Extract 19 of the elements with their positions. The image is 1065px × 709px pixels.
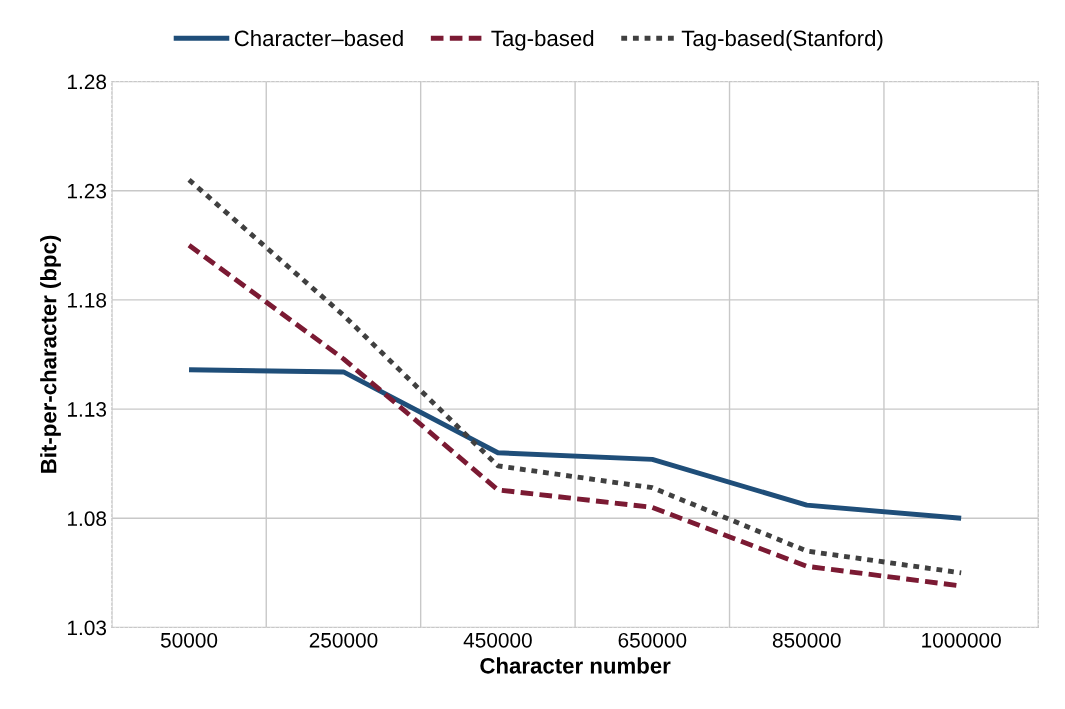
line-series	[186, 367, 964, 521]
legend-label: Tag-based(Stanford)	[681, 29, 883, 51]
y-tick-label: 1.08	[68, 511, 107, 527]
y-axis-title: Bit-per-character (bpc)	[40, 235, 61, 473]
x-tick-label: 850000	[772, 632, 841, 648]
x-tick-label: 250000	[309, 632, 378, 648]
y-tick-label: 1.28	[68, 74, 107, 90]
legend-label: Tag-based	[491, 29, 594, 51]
y-tick-label: 1.18	[68, 292, 107, 308]
x-tick-label: 650000	[618, 632, 687, 648]
line-series	[186, 177, 964, 576]
x-tick-label: 1000000	[922, 632, 1001, 648]
x-tick-label: 50000	[160, 632, 218, 648]
y-tick-label: 1.13	[68, 402, 107, 417]
y-tick-label: 1.23	[68, 183, 107, 199]
legend-label: Character‒based	[234, 29, 403, 47]
x-tick-label: 450000	[463, 632, 532, 648]
x-axis-title: Character number	[480, 657, 671, 674]
y-tick-label: 1.03	[68, 620, 107, 636]
